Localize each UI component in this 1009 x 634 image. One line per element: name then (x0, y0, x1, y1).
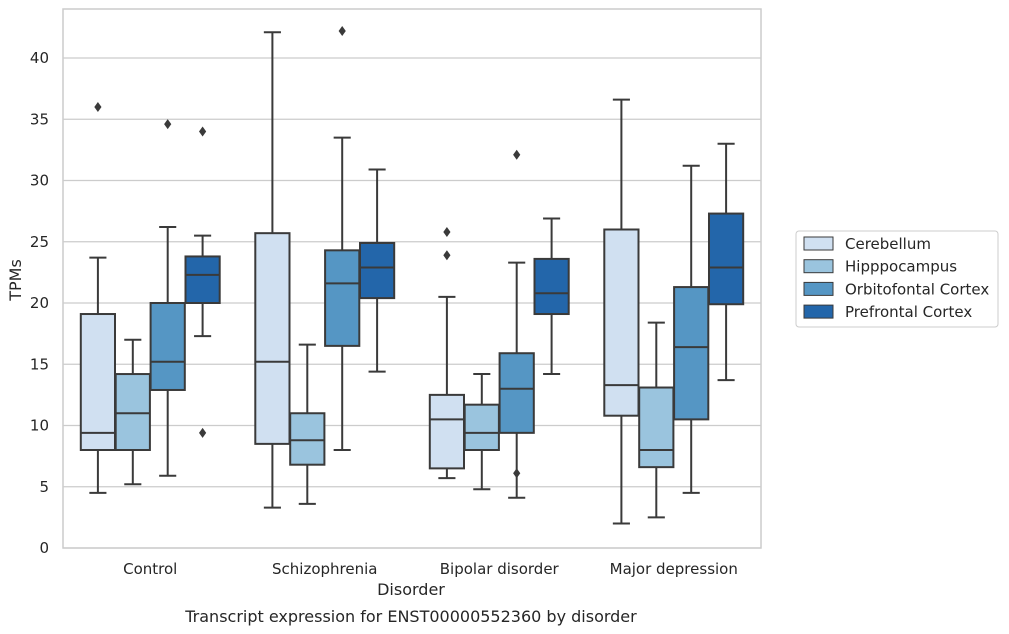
x-tick-label: Control (123, 560, 177, 578)
box-iqr (638, 386, 675, 469)
box-prefrontal-cortex (358, 168, 396, 373)
outlier-point (199, 427, 207, 438)
legend-label: Prefrontal Cortex (845, 303, 972, 321)
y-tick-label: 40 (30, 49, 49, 67)
box-iqr (498, 352, 535, 434)
box-iqr (673, 286, 710, 421)
y-axis-label: TPMs (6, 259, 25, 302)
box-iqr (149, 302, 186, 391)
box-cerebellum (254, 31, 291, 509)
box-iqr (428, 393, 466, 470)
box-groups (79, 26, 745, 525)
x-tick-label: Major depression (610, 560, 738, 578)
legend-frame (795, 230, 999, 328)
legend-swatch (803, 236, 834, 251)
y-tick-label: 0 (39, 539, 49, 557)
y-tick-label: 15 (30, 355, 49, 373)
chart-caption: Transcript expression for ENST0000055236… (184, 607, 637, 626)
outlier-point (164, 119, 172, 130)
box-prefrontal-cortex (533, 217, 570, 376)
legend-label: Cerebellum (845, 235, 931, 253)
box-iqr (533, 257, 570, 316)
y-tick-labels: 0 5 10 15 20 25 30 35 40 (30, 49, 49, 557)
legend-swatch (803, 259, 834, 274)
outlier-point (513, 468, 521, 479)
legend-swatch (803, 281, 834, 296)
outlier-point (443, 226, 451, 237)
box-iqr (289, 412, 326, 466)
box-iqr (184, 255, 221, 305)
box-iqr (358, 241, 396, 300)
box-hipppocampus (289, 343, 326, 505)
outlier-point (199, 126, 207, 137)
box-iqr (707, 212, 745, 306)
box-cerebellum (79, 102, 117, 494)
box-orbitofontal-cortex (324, 26, 361, 451)
y-tick-label: 30 (30, 172, 49, 190)
box-iqr (603, 228, 640, 417)
x-tick-labels: Control Schizophrenia Bipolar disorder Majo… (123, 560, 738, 578)
outlier-point (94, 102, 102, 112)
box-cerebellum (603, 98, 640, 525)
outlier-point (513, 149, 521, 160)
outlier-point (338, 26, 346, 37)
box-orbitofontal-cortex (498, 149, 535, 499)
box-iqr (463, 403, 500, 451)
x-tick-label: Bipolar disorder (440, 560, 560, 578)
box-hipppocampus (638, 321, 675, 519)
legend-label: Hipppocampus (845, 258, 957, 276)
box-prefrontal-cortex (707, 142, 745, 382)
box-prefrontal-cortex (184, 126, 221, 438)
legend: Cerebellum Hipppocampus Orbitofontal Corte… (795, 230, 999, 328)
legend-swatch (803, 304, 834, 319)
y-tick-label: 35 (30, 110, 49, 128)
box-iqr (324, 249, 361, 347)
box-orbitofontal-cortex (673, 164, 710, 494)
y-tick-label: 5 (39, 478, 49, 496)
box-iqr (114, 373, 151, 451)
y-tick-label: 25 (30, 233, 49, 251)
plot-frame (62, 8, 762, 549)
x-axis-label: Disorder (377, 580, 445, 599)
legend-label: Orbitofontal Cortex (845, 280, 989, 298)
box-iqr (254, 232, 291, 445)
outlier-point (443, 250, 451, 261)
y-tick-label: 20 (30, 294, 49, 312)
box-iqr (79, 313, 117, 451)
x-tick-label: Schizophrenia (272, 560, 377, 578)
y-tick-label: 10 (30, 417, 49, 435)
box-hipppocampus (463, 373, 500, 491)
box-hipppocampus (114, 338, 151, 486)
box-cerebellum (428, 226, 466, 480)
box-orbitofontal-cortex (149, 119, 186, 477)
